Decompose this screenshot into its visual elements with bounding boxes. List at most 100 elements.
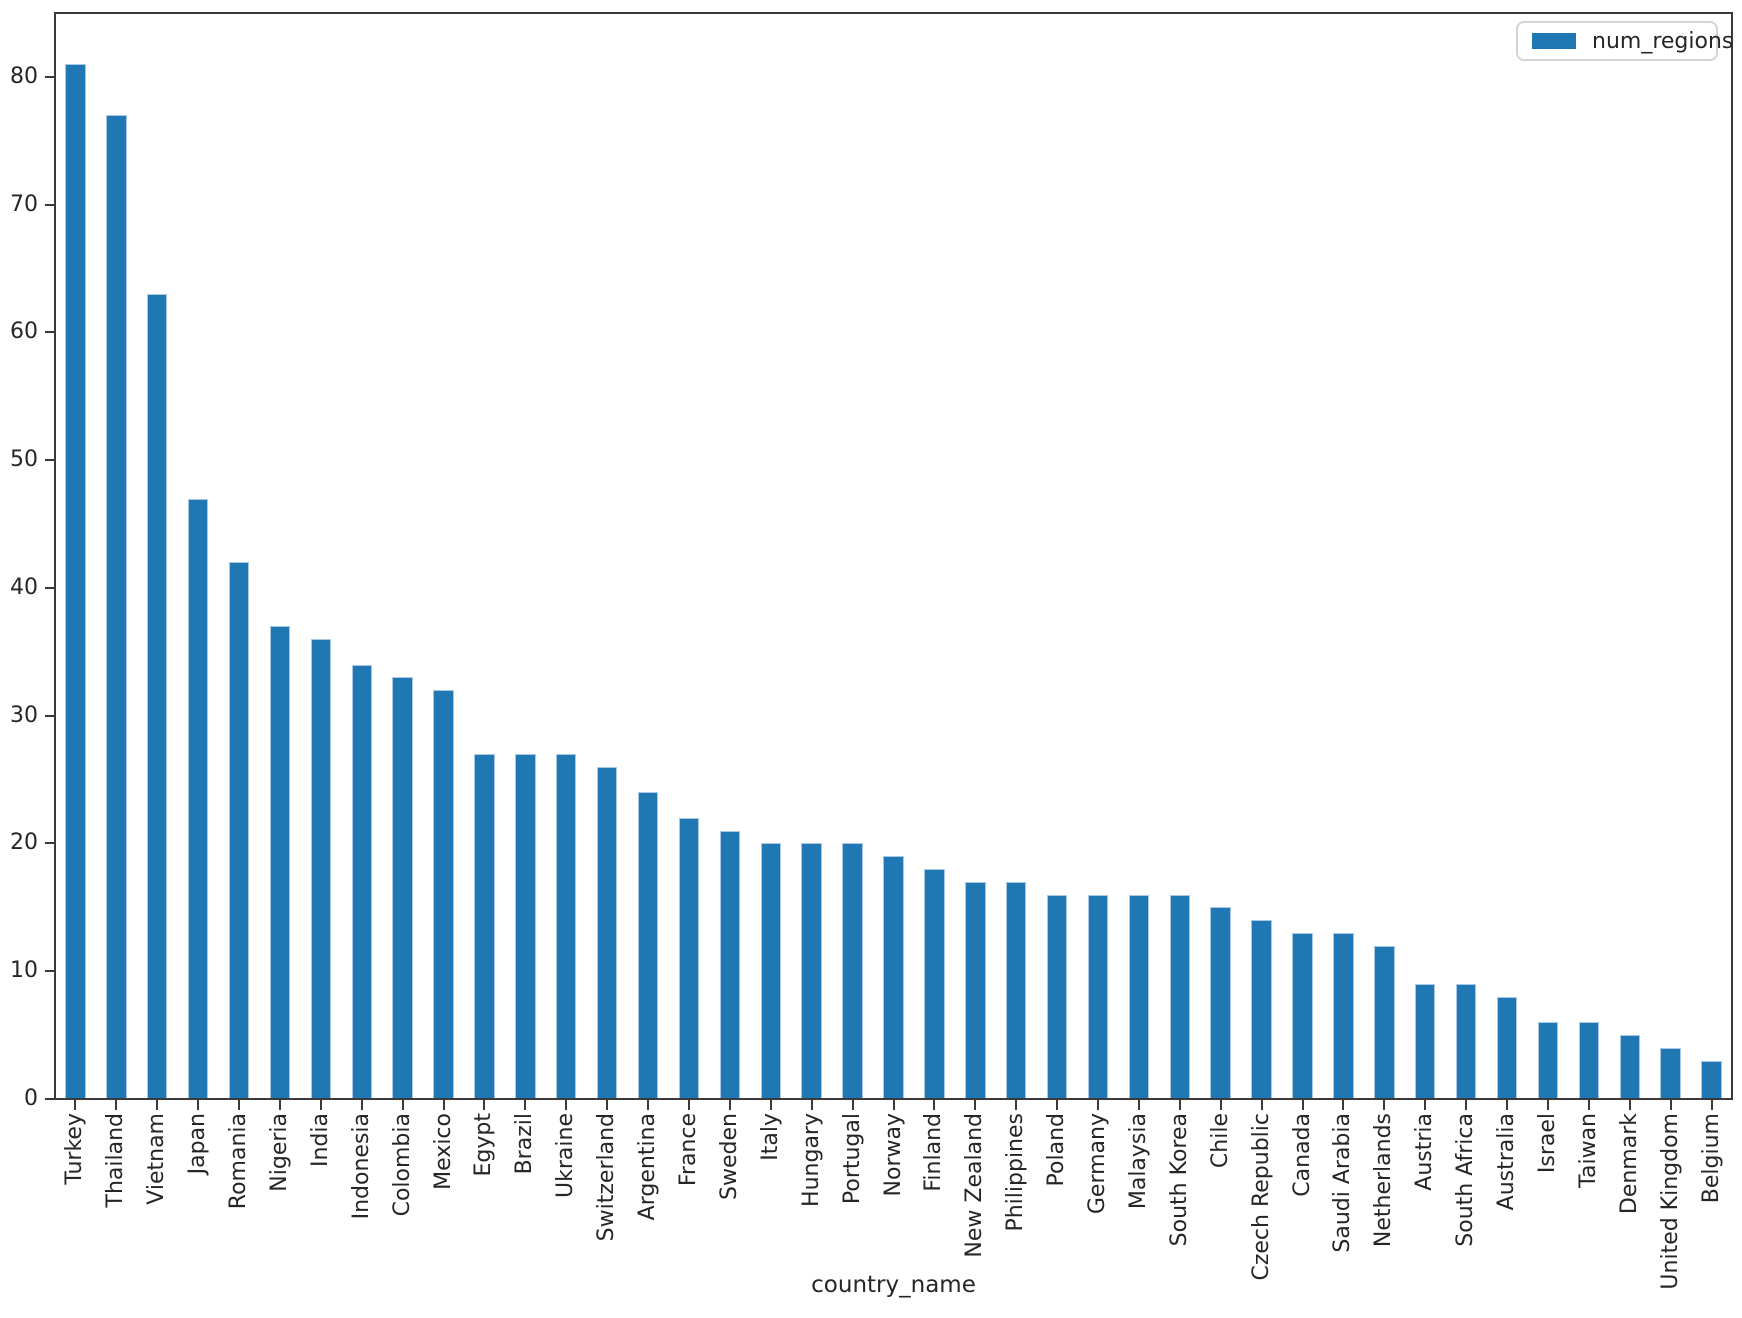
- x-tick-label-text: South Africa: [1453, 1113, 1479, 1247]
- x-tick-label-netherlands: Netherlands: [1371, 1113, 1397, 1253]
- y-tick-mark-40: [45, 586, 55, 589]
- y-tick-mark-20: [45, 842, 55, 845]
- bar-poland: [1046, 894, 1068, 1099]
- x-tick-label-belgium: Belgium: [1699, 1113, 1724, 1209]
- x-tick-label-malaysia: Malaysia: [1125, 1113, 1151, 1215]
- x-tick-label-philippines: Philippines: [1003, 1113, 1029, 1238]
- y-tick-label-50: 50: [10, 447, 38, 473]
- x-tick-label-text: Argentina: [635, 1113, 661, 1221]
- bar-finland: [924, 869, 945, 1099]
- x-tick-label-nigeria: Nigeria: [267, 1113, 292, 1198]
- x-tick-label-text: Vietnam: [144, 1113, 170, 1205]
- x-tick-label-south-africa: South Africa: [1453, 1113, 1479, 1253]
- bar-denmark: [1619, 1035, 1640, 1099]
- legend-label: num_regions: [1592, 28, 1734, 54]
- x-tick-label-india: India: [308, 1113, 333, 1173]
- x-tick-label-thailand: Thailand: [103, 1113, 129, 1213]
- x-tick-mark-denmark: [1628, 1100, 1631, 1110]
- x-tick-mark-south-africa: [1465, 1100, 1468, 1110]
- bar-thailand: [106, 115, 127, 1099]
- bar-malaysia: [1128, 894, 1150, 1099]
- bar-japan: [187, 498, 209, 1099]
- x-tick-label-united-kingdom: United Kingdom: [1657, 1113, 1683, 1296]
- x-tick-label-norway: Norway: [880, 1113, 906, 1202]
- x-tick-label-ukraine: Ukraine: [553, 1113, 579, 1204]
- y-tick-label-60: 60: [10, 319, 38, 345]
- x-tick-label-text: Brazil: [512, 1113, 538, 1175]
- x-tick-mark-indonesia: [360, 1100, 363, 1110]
- x-tick-mark-india: [319, 1100, 322, 1110]
- x-tick-label-romania: Romania: [226, 1113, 251, 1215]
- y-tick-mark-60: [45, 331, 55, 334]
- x-tick-label-text: Thailand: [103, 1113, 129, 1208]
- bar-indonesia: [351, 664, 372, 1099]
- x-tick-label-text: Austria: [1412, 1113, 1438, 1191]
- x-tick-label-germany: Germany: [1085, 1113, 1110, 1220]
- x-tick-mark-colombia: [401, 1100, 404, 1110]
- x-tick-mark-egypt: [483, 1100, 486, 1110]
- bar-italy: [760, 843, 781, 1099]
- bar-austria: [1415, 984, 1436, 1099]
- legend-swatch-num-regions: [1532, 33, 1576, 49]
- x-tick-label-turkey: Turkey: [62, 1113, 87, 1191]
- x-tick-mark-japan: [197, 1100, 200, 1110]
- x-tick-label-france: France: [676, 1113, 701, 1192]
- x-tick-label-text: Germany: [1085, 1113, 1110, 1215]
- x-tick-label-new-zealand: New Zealand: [962, 1113, 988, 1264]
- x-tick-label-text: United Kingdom: [1657, 1113, 1683, 1290]
- x-tick-label-vietnam: Vietnam: [144, 1113, 170, 1211]
- x-tick-label-australia: Australia: [1494, 1113, 1520, 1216]
- bar-india: [310, 639, 332, 1099]
- x-tick-mark-thailand: [115, 1100, 118, 1110]
- bar-romania: [228, 562, 250, 1099]
- x-tick-label-text: Malaysia: [1125, 1113, 1151, 1210]
- x-tick-mark-finland: [933, 1100, 936, 1110]
- bar-nigeria: [269, 626, 291, 1099]
- x-tick-label-text: Norway: [880, 1113, 906, 1197]
- x-tick-mark-poland: [1056, 1100, 1059, 1110]
- x-tick-label-text: Philippines: [1003, 1113, 1029, 1232]
- x-tick-label-text: Switzerland: [594, 1113, 620, 1242]
- x-tick-label-text: Australia: [1494, 1113, 1520, 1211]
- y-tick-label-30: 30: [10, 702, 38, 728]
- x-tick-label-text: Colombia: [389, 1113, 415, 1217]
- x-tick-label-finland: Finland: [921, 1113, 946, 1198]
- x-tick-label-text: Israel: [1534, 1113, 1560, 1174]
- x-tick-mark-south-korea: [1178, 1100, 1181, 1110]
- x-tick-label-canada: Canada: [1289, 1113, 1315, 1203]
- x-tick-label-text: Chile: [1207, 1113, 1233, 1169]
- y-tick-label-40: 40: [10, 574, 38, 600]
- x-tick-label-taiwan: Taiwan: [1576, 1113, 1601, 1194]
- x-tick-label-text: Ukraine: [553, 1113, 579, 1198]
- legend: num_regions: [1516, 21, 1733, 61]
- x-tick-mark-mexico: [442, 1100, 445, 1110]
- bar-australia: [1496, 996, 1518, 1099]
- x-tick-label-sweden: Sweden: [716, 1113, 742, 1206]
- x-tick-mark-taiwan: [1587, 1100, 1590, 1110]
- x-tick-label-text: Egypt: [471, 1113, 497, 1177]
- x-tick-mark-chile: [1219, 1100, 1222, 1110]
- x-tick-label-czech-republic: Czech Republic: [1249, 1113, 1274, 1287]
- bar-south-africa: [1455, 984, 1477, 1099]
- x-tick-label-text: Sweden: [716, 1113, 742, 1200]
- x-tick-label-argentina: Argentina: [635, 1113, 661, 1226]
- x-tick-mark-nigeria: [278, 1100, 281, 1110]
- x-tick-label-text: Netherlands: [1371, 1113, 1397, 1248]
- x-tick-label-text: New Zealand: [962, 1113, 988, 1258]
- x-tick-mark-united-kingdom: [1669, 1100, 1672, 1110]
- x-tick-mark-germany: [1097, 1100, 1099, 1110]
- y-tick-mark-50: [45, 459, 55, 462]
- y-tick-mark-70: [45, 203, 55, 206]
- x-tick-label-hungary: Hungary: [799, 1113, 824, 1213]
- bar-chile: [1210, 907, 1231, 1099]
- x-tick-label-saudi-arabia: Saudi Arabia: [1330, 1113, 1355, 1259]
- x-tick-label-text: Poland: [1044, 1113, 1070, 1187]
- y-tick-label-10: 10: [10, 958, 38, 984]
- bar-hungary: [801, 843, 822, 1099]
- x-tick-mark-austria: [1424, 1100, 1427, 1110]
- x-tick-mark-sweden: [728, 1100, 731, 1110]
- x-tick-label-text: Canada: [1289, 1113, 1315, 1197]
- y-tick-mark-80: [45, 75, 55, 78]
- x-tick-label-switzerland: Switzerland: [594, 1113, 620, 1247]
- x-tick-mark-new-zealand: [974, 1100, 977, 1110]
